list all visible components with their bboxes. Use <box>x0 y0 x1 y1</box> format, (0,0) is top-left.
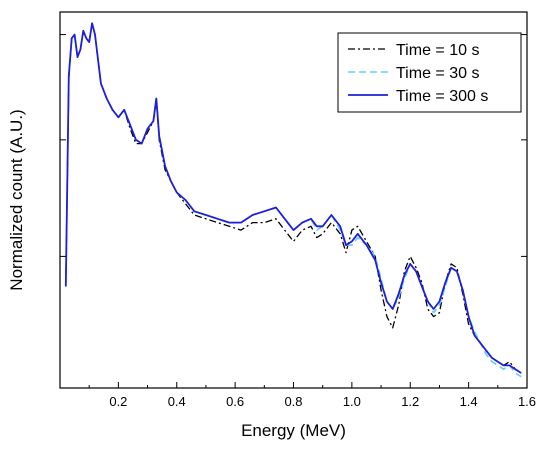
x-tick-label: 1.4 <box>460 394 478 409</box>
x-tick-label: 0.8 <box>284 394 302 409</box>
legend-label: Time = 10 s <box>396 42 479 59</box>
y-axis-title: Normalized count (A.U.) <box>7 109 26 290</box>
legend-box <box>337 32 522 113</box>
x-tick-label: 1.2 <box>401 394 419 409</box>
x-tick-label: 0.6 <box>226 394 244 409</box>
x-axis-title: Energy (MeV) <box>241 421 346 440</box>
x-tick-label: 0.4 <box>168 394 186 409</box>
y-axis <box>60 34 527 257</box>
x-axis: 0.2 0.4 0.6 0.8 1.0 1.2 1.4 1.6 <box>88 382 536 409</box>
x-tick-label: 0.2 <box>109 394 127 409</box>
legend-label: Time = 30 s <box>396 65 479 82</box>
legend-label: Time = 300 s <box>396 88 488 105</box>
series-line-3 <box>64 22 522 374</box>
legend: Time = 10 s Time = 30 s Time = 300 s <box>337 32 522 113</box>
series-layer <box>64 22 522 378</box>
x-tick-label: 1.0 <box>343 394 361 409</box>
x-tick-label: 1.6 <box>518 394 536 409</box>
